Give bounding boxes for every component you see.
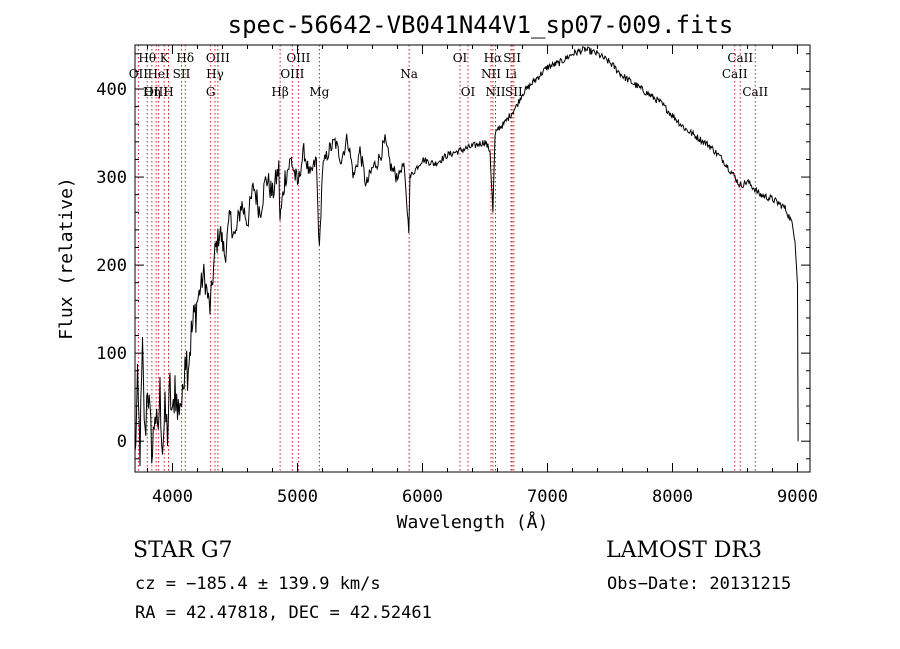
line-label-19: Hα	[484, 51, 503, 65]
line-label-17: OI	[453, 51, 468, 65]
line-label-25: CaII	[727, 51, 753, 65]
x-tick-label-4: 8000	[652, 487, 693, 507]
survey-name: LAMOST DR3	[606, 538, 762, 563]
line-label-8: SII	[173, 67, 191, 81]
y-tick-label-0: 0	[117, 432, 127, 452]
line-label-7: Hδ	[176, 51, 194, 65]
x-tick-label-0: 4000	[152, 487, 193, 507]
x-tick-label-3: 7000	[527, 487, 568, 507]
line-label-2: OIII	[144, 85, 168, 99]
line-label-4: HeI	[147, 67, 170, 81]
line-label-5: Hη	[143, 85, 161, 99]
line-label-6: H	[163, 85, 173, 99]
y-tick-label-1: 100	[96, 344, 127, 364]
line-label-15: Mg	[309, 85, 329, 99]
line-label-14: OIII	[280, 67, 304, 81]
line-label-9: OIII	[206, 51, 230, 65]
line-label-18: OI	[461, 85, 476, 99]
x-tick-label-1: 5000	[277, 487, 318, 507]
line-label-21: NII	[486, 85, 506, 99]
line-label-11: G	[206, 85, 216, 99]
line-label-20: NII	[481, 67, 501, 81]
line-label-3: K	[160, 51, 170, 65]
line-label-26: CaII	[722, 67, 748, 81]
line-label-0: Hθ	[138, 51, 156, 65]
x-axis-label: Wavelength (Å)	[397, 511, 549, 533]
ra-dec: RA = 42.47818, DEC = 42.52461	[135, 603, 432, 623]
series-line-0	[134, 45, 799, 467]
redshift-cz: cz = −185.4 ± 139.9 km/s	[135, 574, 381, 594]
line-label-22: SII	[503, 51, 521, 65]
x-tick-label-2: 6000	[402, 487, 443, 507]
line-label-10: Hγ	[206, 67, 224, 81]
object-class: STAR G7	[133, 538, 233, 563]
y-tick-label-3: 300	[96, 168, 127, 188]
plot-frame	[134, 44, 811, 473]
line-label-27: CaII	[742, 85, 768, 99]
line-label-1: OII	[129, 67, 149, 81]
line-label-12: Hβ	[271, 85, 288, 99]
line-label-13: OIII	[286, 51, 310, 65]
chart-title: spec-56642-VB041N44V1_sp07-009.fits	[228, 11, 734, 39]
y-axis-label: Flux (relative)	[56, 177, 77, 340]
line-label-23: Li	[505, 67, 517, 81]
line-label-16: Na	[400, 67, 418, 81]
obs-date: Obs−Date: 20131215	[607, 574, 792, 594]
x-tick-label-5: 9000	[777, 487, 818, 507]
y-tick-label-2: 200	[96, 256, 127, 276]
line-label-24: SII	[505, 85, 523, 99]
y-tick-label-4: 400	[96, 80, 127, 100]
